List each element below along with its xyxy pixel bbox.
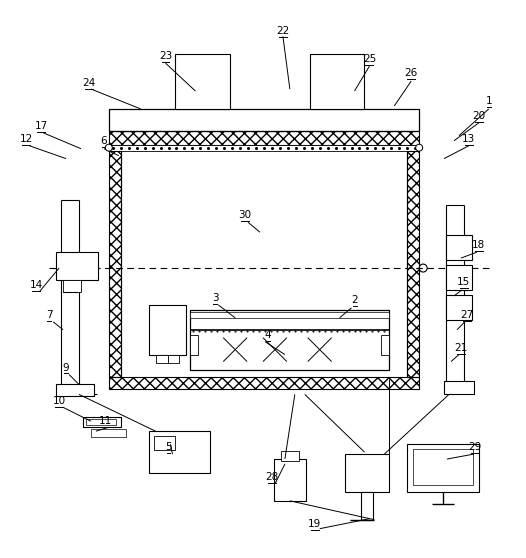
Bar — [109, 145, 419, 151]
Bar — [310, 54, 365, 109]
Text: 4: 4 — [265, 330, 271, 340]
Bar — [190, 310, 389, 369]
Text: 24: 24 — [82, 78, 96, 88]
Text: 1: 1 — [485, 96, 492, 106]
Text: 26: 26 — [404, 68, 418, 78]
Circle shape — [303, 333, 337, 367]
Bar — [156, 354, 167, 363]
Circle shape — [105, 144, 112, 151]
Text: 19: 19 — [308, 519, 321, 528]
Text: 29: 29 — [468, 442, 481, 452]
Text: 30: 30 — [238, 210, 251, 220]
Bar — [190, 312, 389, 318]
Text: 3: 3 — [212, 293, 219, 303]
Bar — [63, 280, 81, 292]
Bar — [345, 454, 389, 492]
Text: 27: 27 — [460, 310, 473, 320]
Bar — [446, 265, 472, 290]
Bar — [446, 295, 472, 320]
Circle shape — [258, 333, 292, 367]
Bar — [407, 444, 479, 492]
Bar — [109, 151, 121, 377]
Text: 20: 20 — [472, 111, 485, 121]
Text: 2: 2 — [351, 295, 358, 305]
Circle shape — [218, 333, 252, 367]
Bar — [381, 335, 389, 354]
Bar — [154, 436, 176, 450]
Bar — [167, 354, 179, 363]
Text: 11: 11 — [99, 416, 113, 426]
Text: 22: 22 — [276, 26, 289, 36]
Bar — [446, 235, 472, 260]
Bar — [444, 382, 474, 395]
Text: 17: 17 — [35, 121, 48, 131]
Bar — [274, 459, 306, 501]
Bar — [281, 451, 299, 461]
Circle shape — [194, 440, 207, 454]
Text: 12: 12 — [19, 134, 33, 144]
Bar — [91, 429, 126, 437]
Text: 6: 6 — [100, 136, 107, 146]
Text: 10: 10 — [53, 396, 66, 406]
Bar — [407, 151, 419, 377]
Circle shape — [419, 264, 427, 272]
Bar — [109, 377, 419, 389]
Text: 9: 9 — [63, 363, 69, 373]
Bar — [361, 492, 373, 519]
Text: 21: 21 — [454, 343, 468, 353]
Bar — [109, 109, 419, 131]
Text: 5: 5 — [165, 442, 172, 452]
Bar — [190, 335, 198, 354]
Text: 15: 15 — [457, 277, 471, 287]
Text: 7: 7 — [46, 310, 53, 320]
Bar — [56, 252, 98, 280]
Text: 28: 28 — [265, 472, 279, 482]
Bar — [56, 384, 94, 396]
Text: 25: 25 — [363, 54, 376, 64]
Bar — [413, 449, 473, 485]
Bar — [176, 54, 230, 109]
Bar — [83, 417, 121, 427]
Text: 13: 13 — [462, 134, 476, 144]
Text: 14: 14 — [29, 280, 43, 290]
Bar — [86, 419, 116, 425]
Bar — [149, 305, 186, 354]
Bar — [109, 131, 419, 145]
Text: 23: 23 — [159, 51, 172, 61]
Circle shape — [416, 144, 423, 151]
Text: 18: 18 — [472, 240, 485, 250]
Bar — [149, 431, 210, 473]
